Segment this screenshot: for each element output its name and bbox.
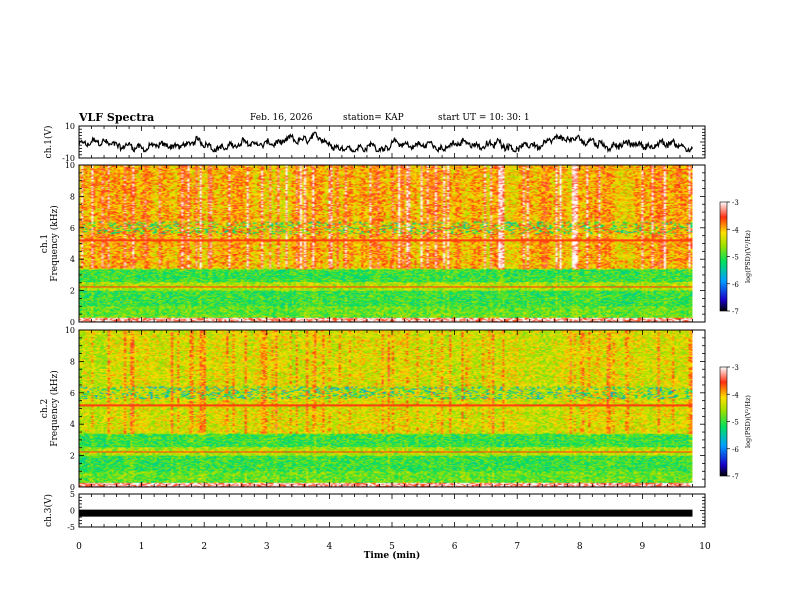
y-tick-label: 4: [70, 255, 75, 264]
chart-title: VLF Spectra: [79, 111, 155, 124]
colorbar-tick-label: -7: [732, 473, 739, 481]
ch1-axis-label: ch.1(V): [43, 126, 54, 159]
x-tick-label: 1: [139, 542, 145, 552]
y-tick-label: 0: [70, 318, 75, 327]
ch3-signal-band: [79, 509, 693, 517]
ch2-heatmap-image: [79, 330, 693, 487]
y-tick-label: 0: [70, 483, 75, 492]
y-tick-label: 4: [70, 420, 75, 429]
ch2-channel-label: ch.2: [40, 399, 50, 418]
y-tick-label: 10: [65, 122, 75, 131]
colorbar-tick-label: -4: [732, 226, 739, 234]
x-tick-label: 10: [699, 542, 711, 552]
y-tick-label: 10: [65, 161, 75, 170]
colorbar-tick-label: -7: [732, 308, 739, 316]
date-label: Feb. 16, 2026: [250, 113, 313, 123]
station-label: station= KAP: [343, 113, 404, 123]
colorbar-tick-label: -6: [732, 446, 739, 454]
colorbar-tick-label: -5: [732, 419, 739, 427]
ch1-waveform-line: [78, 131, 694, 154]
x-tick-label: 2: [201, 542, 207, 552]
ch2-colorbar-label: log(PSD)(V²/Hz): [744, 395, 752, 448]
y-tick-label: 5: [70, 490, 75, 499]
ch1-channel-label: ch.1: [40, 234, 50, 253]
x-tick-label: 9: [640, 542, 646, 552]
y-tick-label: -10: [62, 154, 75, 163]
y-tick-label: -5: [67, 523, 75, 532]
ch2-colorbar: [719, 366, 728, 477]
colorbar-tick-label: -4: [732, 391, 739, 399]
x-axis-label: Time (min): [364, 550, 421, 561]
start-time-label: start UT = 10: 30: 1: [438, 113, 530, 123]
y-tick-label: 8: [70, 192, 75, 201]
ch1-heatmap-image: [79, 165, 693, 322]
y-tick-label: 10: [65, 326, 75, 335]
x-tick-label: 8: [577, 542, 583, 552]
colorbar-tick-label: -6: [732, 281, 739, 289]
ch1-axis-label: Frequency (kHz): [49, 205, 60, 282]
y-tick-label: 6: [70, 389, 75, 398]
ch1-colorbar-label: log(PSD)(V²/Hz): [744, 230, 752, 283]
x-tick-label: 6: [452, 542, 458, 552]
ch3-axis-label: ch.3(V): [43, 494, 54, 527]
y-tick-label: 2: [70, 452, 75, 461]
x-tick-label: 7: [514, 542, 520, 552]
x-tick-label: 0: [76, 542, 82, 552]
y-tick-label: 8: [70, 357, 75, 366]
colorbar-tick-label: -3: [732, 364, 739, 372]
x-tick-label: 4: [327, 542, 333, 552]
x-tick-label: 5: [389, 542, 395, 552]
ch2-axis-label: Frequency (kHz): [49, 370, 60, 447]
y-tick-label: 0: [70, 507, 75, 516]
y-tick-label: 6: [70, 224, 75, 233]
x-tick-label: 3: [264, 542, 270, 552]
colorbar-tick-label: -5: [732, 254, 739, 262]
y-tick-label: 2: [70, 287, 75, 296]
colorbar-tick-label: -3: [732, 199, 739, 207]
ch1-colorbar: [719, 201, 728, 312]
